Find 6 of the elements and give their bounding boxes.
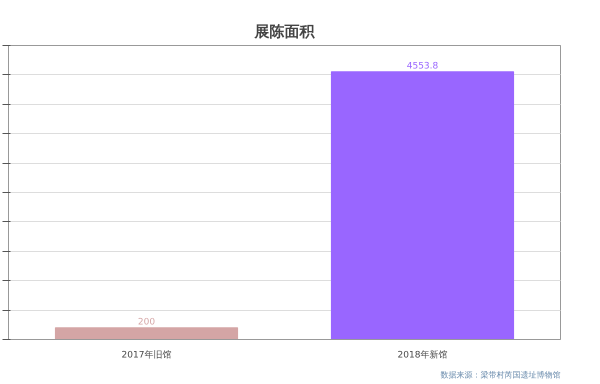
- data-label: 4553.8: [406, 62, 439, 72]
- x-tick-label: 2018年新馆: [398, 350, 448, 360]
- source-note: 数据来源：梁带村芮国遗址博物馆: [440, 370, 560, 380]
- chart-title: 展陈面积: [254, 22, 316, 40]
- x-tick-label: 2017年旧馆: [122, 350, 172, 360]
- data-label: 200: [138, 318, 156, 328]
